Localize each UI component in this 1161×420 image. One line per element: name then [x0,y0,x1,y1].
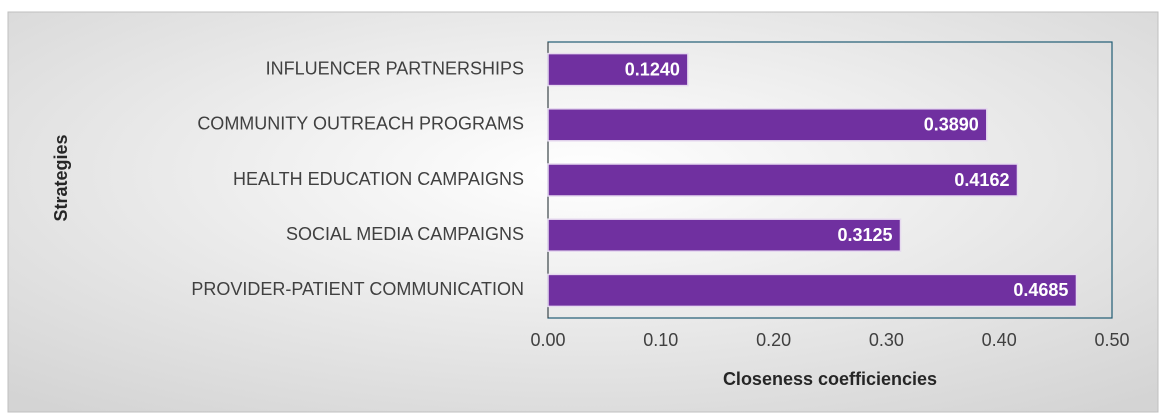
value-label: 0.4685 [1013,280,1068,300]
x-tick-label: 0.00 [530,330,565,350]
y-tick-label: SOCIAL MEDIA CAMPAIGNS [286,224,524,244]
y-tick-label: HEALTH EDUCATION CAMPAIGNS [233,169,524,189]
bar [547,52,689,87]
y-axis-title: Strategies [51,134,71,221]
bar [547,218,902,252]
value-label: 0.3125 [837,225,892,245]
y-tick-label: COMMUNITY OUTREACH PROGRAMS [197,114,524,134]
x-tick-label: 0.50 [1094,330,1129,350]
value-label: 0.1240 [625,59,680,79]
bar [547,273,1078,308]
value-label: 0.3890 [924,115,979,135]
x-tick-label: 0.20 [756,330,791,350]
x-tick-label: 0.30 [869,330,904,350]
value-label: 0.4162 [954,170,1009,190]
x-tick-label: 0.40 [982,330,1017,350]
x-tick-label: 0.10 [643,330,678,350]
bar [547,163,1019,197]
bar [547,108,988,142]
x-axis-title: Closeness coefficiencies [723,369,937,389]
y-tick-label: PROVIDER-PATIENT COMMUNICATION [191,279,524,299]
y-tick-label: INFLUENCER PARTNERSHIPS [266,58,524,78]
